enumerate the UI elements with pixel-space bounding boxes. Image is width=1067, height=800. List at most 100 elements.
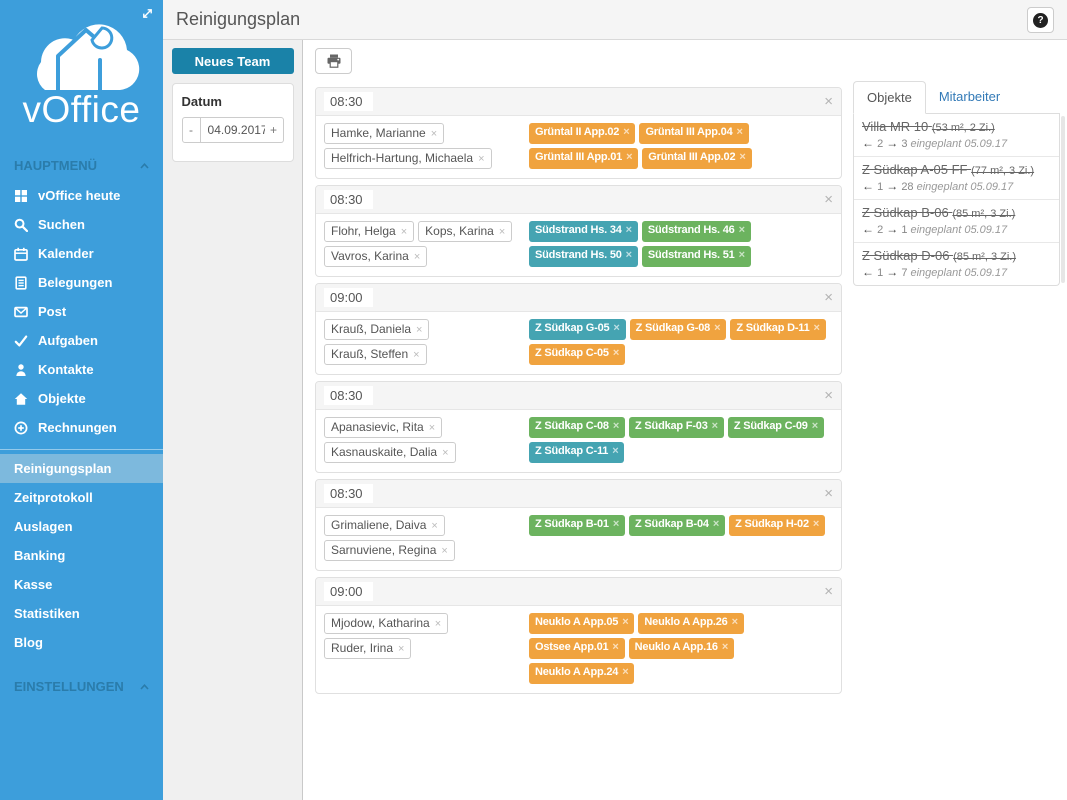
close-icon[interactable]: × xyxy=(824,485,833,502)
member-chip[interactable]: Kops, Karina × xyxy=(418,221,513,242)
remove-icon[interactable]: × xyxy=(623,126,630,138)
date-input[interactable] xyxy=(200,117,265,143)
sidebar-section-hauptmenu[interactable]: HAUPTMENÜ xyxy=(0,148,163,181)
remove-icon[interactable]: × xyxy=(430,128,438,140)
remove-icon[interactable]: × xyxy=(612,445,619,457)
object-tag[interactable]: Südstrand Hs. 46 × xyxy=(641,221,751,242)
sidebar-section-einstellungen[interactable]: EINSTELLUNGEN xyxy=(0,669,163,702)
team-time-input[interactable]: 08:30 xyxy=(324,190,373,209)
team-time-input[interactable]: 08:30 xyxy=(324,386,373,405)
member-chip[interactable]: Apanasievic, Rita × xyxy=(324,417,443,438)
remove-icon[interactable]: × xyxy=(622,616,629,628)
object-tag[interactable]: Z Südkap D-11 × xyxy=(730,319,826,340)
remove-icon[interactable]: × xyxy=(434,618,442,630)
object-list-item[interactable]: Z Südkap D-06 (85 m², 3 Zi.) ← 1 → 7 ein… xyxy=(854,243,1059,285)
remove-icon[interactable]: × xyxy=(813,322,820,334)
member-chip[interactable]: Kasnauskaite, Dalia × xyxy=(324,442,456,463)
sidebar-item-objekte[interactable]: Objekte xyxy=(0,384,163,413)
sidebar-item-aufgaben[interactable]: Aufgaben xyxy=(0,326,163,355)
object-tag[interactable]: Z Südkap G-08 × xyxy=(629,319,727,340)
object-tag[interactable]: Südstrand Hs. 50 × xyxy=(529,246,638,267)
remove-icon[interactable]: × xyxy=(812,518,820,530)
sidebar-item-suchen[interactable]: Suchen xyxy=(0,210,163,239)
object-tag[interactable]: Z Südkap H-02 × xyxy=(729,515,826,536)
object-tag[interactable]: Z Südkap G-05 × xyxy=(529,319,626,340)
remove-icon[interactable]: × xyxy=(428,422,436,434)
object-tag[interactable]: Grüntal III App.04 × xyxy=(639,123,749,144)
print-button[interactable] xyxy=(315,48,352,74)
date-plus-button[interactable]: + xyxy=(264,117,284,143)
member-chip[interactable]: Flohr, Helga × xyxy=(324,221,415,242)
close-icon[interactable]: × xyxy=(824,191,833,208)
remove-icon[interactable]: × xyxy=(478,153,485,165)
sidebar-item-post[interactable]: Post xyxy=(0,297,163,326)
member-chip[interactable]: Helfrich-Hartung, Michaela × xyxy=(324,148,492,169)
object-list-item[interactable]: Villa MR 10 (53 m², 2 Zi.) ← 2 → 3 einge… xyxy=(854,114,1059,157)
member-chip[interactable]: Krauß, Steffen × xyxy=(324,344,427,365)
sidebar-item-belegungen[interactable]: Belegungen xyxy=(0,268,163,297)
remove-icon[interactable]: × xyxy=(622,666,629,678)
sidebar-item-statistiken[interactable]: Statistiken xyxy=(14,606,80,621)
sidebar-item-reinigungsplan[interactable]: Reinigungsplan xyxy=(0,454,163,483)
remove-icon[interactable]: × xyxy=(441,545,448,557)
member-chip[interactable]: Grimaliene, Daiva × xyxy=(324,515,445,536)
member-chip[interactable]: Krauß, Daniela × xyxy=(324,319,430,340)
object-tag[interactable]: Neuklo A App.16 × xyxy=(628,638,735,659)
sidebar-item-kasse[interactable]: Kasse xyxy=(14,577,53,592)
remove-icon[interactable]: × xyxy=(613,322,620,334)
expand-icon[interactable] xyxy=(141,7,154,20)
date-minus-button[interactable]: - xyxy=(181,117,201,143)
remove-icon[interactable]: × xyxy=(625,224,632,236)
team-time-input[interactable]: 08:30 xyxy=(324,484,373,503)
close-icon[interactable]: × xyxy=(824,387,833,404)
object-tag[interactable]: Neuklo A App.24 × xyxy=(529,663,635,684)
sidebar-item-voffice-heute[interactable]: vOffice heute xyxy=(0,181,163,210)
object-tag[interactable]: Neuklo A App.05 × xyxy=(529,613,635,634)
member-chip[interactable]: Ruder, Irina × xyxy=(324,638,412,659)
remove-icon[interactable]: × xyxy=(625,249,632,261)
sidebar-item-banking[interactable]: Banking xyxy=(14,548,66,563)
remove-icon[interactable]: × xyxy=(712,518,720,530)
object-tag[interactable]: Grüntal II App.02 × xyxy=(529,123,636,144)
object-tag[interactable]: Z Südkap C-11 × xyxy=(529,442,625,463)
sidebar-item-kontakte[interactable]: Kontakte xyxy=(0,355,163,384)
new-team-button[interactable]: Neues Team xyxy=(171,48,294,74)
member-chip[interactable]: Hamke, Marianne × xyxy=(324,123,445,144)
member-chip[interactable]: Sarnuviene, Regina × xyxy=(324,540,455,561)
team-time-input[interactable]: 08:30 xyxy=(324,92,373,111)
object-tag[interactable]: Ostsee App.01 × xyxy=(529,638,625,659)
sidebar-item-auslagen[interactable]: Auslagen xyxy=(14,519,73,534)
object-tag[interactable]: Südstrand Hs. 34 × xyxy=(529,221,638,242)
remove-icon[interactable]: × xyxy=(711,420,718,432)
remove-icon[interactable]: × xyxy=(738,224,745,236)
remove-icon[interactable]: × xyxy=(442,447,449,459)
member-chip[interactable]: Mjodow, Katharina × xyxy=(324,613,449,634)
remove-icon[interactable]: × xyxy=(612,641,619,653)
close-icon[interactable]: × xyxy=(824,289,833,306)
object-list-item[interactable]: Z Südkap B-06 (85 m², 3 Zi.) ← 2 → 1 ein… xyxy=(854,200,1059,243)
object-tag[interactable]: Z Südkap C-05 × xyxy=(529,344,626,365)
team-time-input[interactable]: 09:00 xyxy=(324,582,373,601)
tab-mitarbeiter[interactable]: Mitarbeiter xyxy=(938,89,1001,104)
remove-icon[interactable]: × xyxy=(612,518,620,530)
remove-icon[interactable]: × xyxy=(413,251,421,263)
remove-icon[interactable]: × xyxy=(721,641,729,653)
sidebar-item-rechnungen[interactable]: Rechnungen xyxy=(0,413,163,442)
tab-objekte[interactable]: Objekte xyxy=(853,81,926,114)
object-tag[interactable]: Grüntal III App.01 × xyxy=(529,148,639,169)
object-tag[interactable]: Z Südkap F-03 × xyxy=(629,417,724,438)
close-icon[interactable]: × xyxy=(824,93,833,110)
remove-icon[interactable]: × xyxy=(738,249,745,261)
remove-icon[interactable]: × xyxy=(736,126,743,138)
remove-icon[interactable]: × xyxy=(714,322,721,334)
remove-icon[interactable]: × xyxy=(731,616,738,628)
object-tag[interactable]: Z Südkap C-09 × xyxy=(727,417,824,438)
remove-icon[interactable]: × xyxy=(400,226,408,238)
remove-icon[interactable]: × xyxy=(626,151,633,163)
object-tag[interactable]: Südstrand Hs. 51 × xyxy=(641,246,751,267)
team-time-input[interactable]: 09:00 xyxy=(324,288,373,307)
remove-icon[interactable]: × xyxy=(612,347,620,359)
member-chip[interactable]: Vavros, Karina × xyxy=(324,246,428,267)
remove-icon[interactable]: × xyxy=(416,324,423,336)
remove-icon[interactable]: × xyxy=(811,420,818,432)
